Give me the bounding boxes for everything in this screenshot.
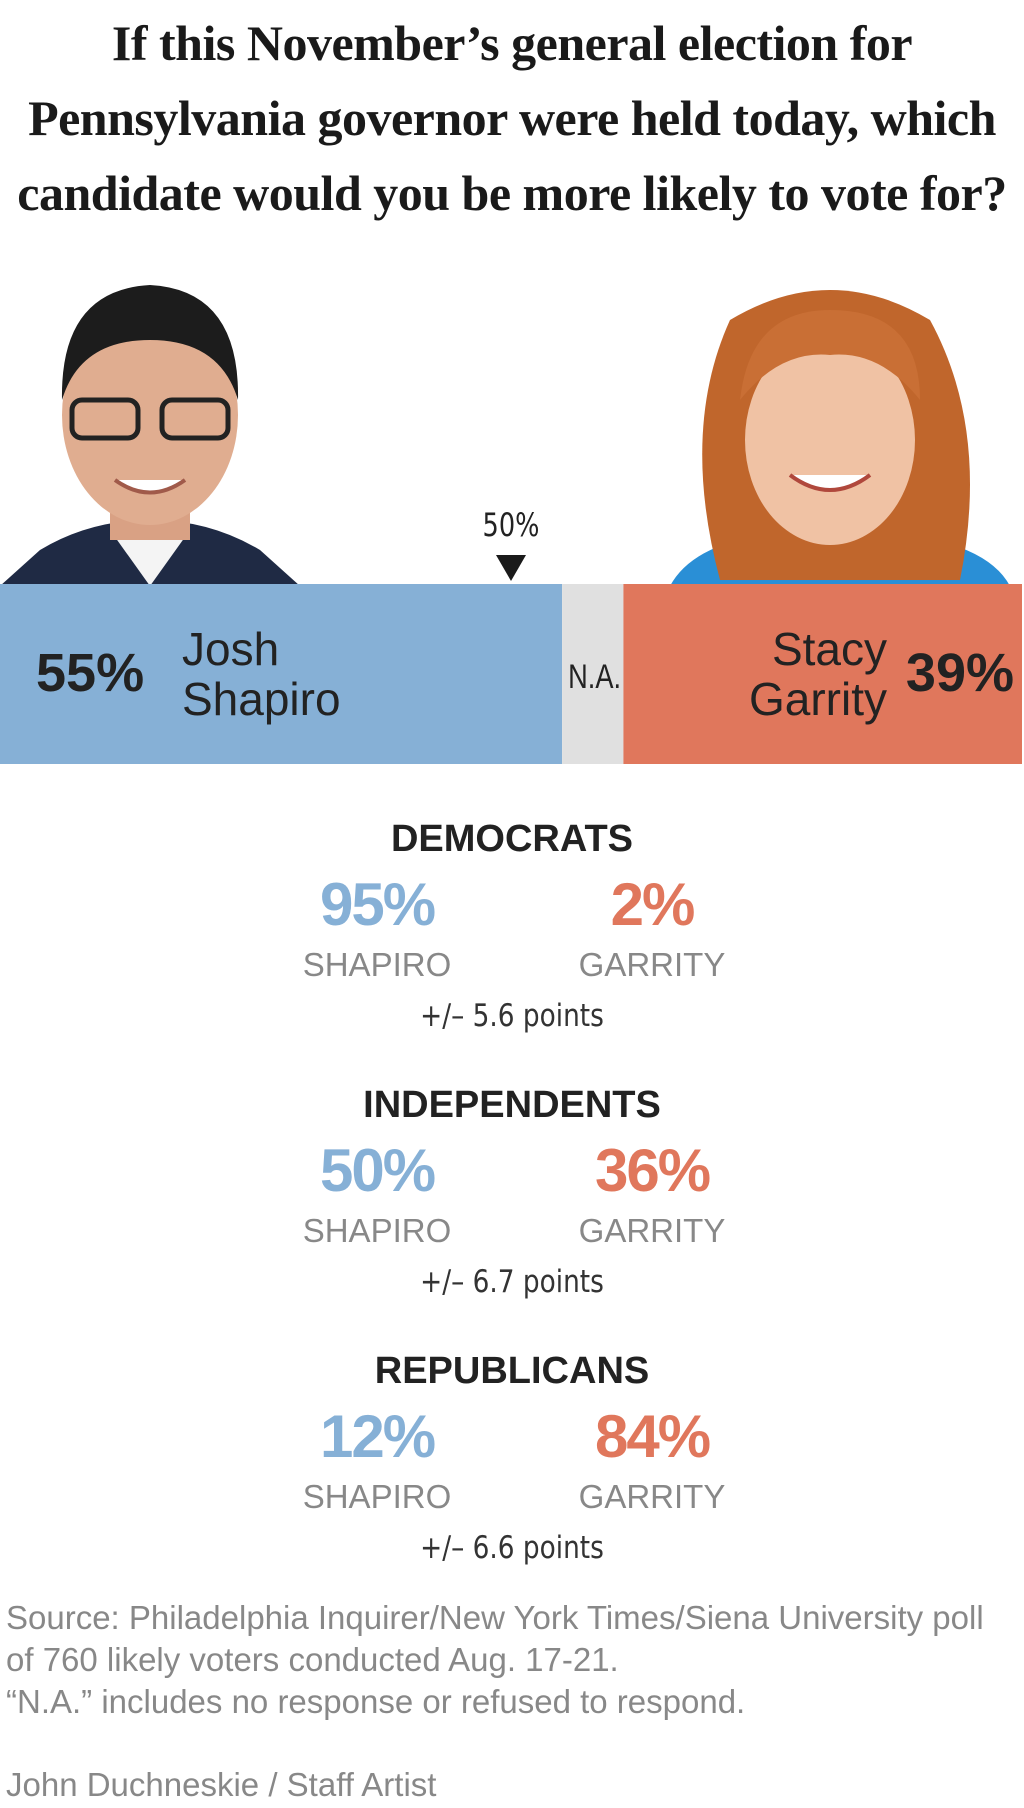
- margin-of-error: +/– 6.7 points: [420, 1264, 604, 1300]
- group-candidate: SHAPIRO: [302, 1478, 452, 1515]
- group-title: REPUBLICANS: [374, 1350, 650, 1392]
- photo-glasses: [69, 397, 141, 441]
- photo-bangs: [740, 310, 920, 400]
- group-candidate: GARRITY: [578, 1478, 726, 1515]
- bar-chart: 50%: [0, 510, 1022, 764]
- group-candidate: SHAPIRO: [302, 946, 452, 983]
- margin-of-error: +/– 6.6 points: [420, 1530, 604, 1566]
- photo-face: [745, 335, 915, 545]
- source-note: Source: Philadelphia Inquirer/New York T…: [6, 1597, 1016, 1723]
- group-value: 95%: [319, 871, 436, 938]
- group-value: 12%: [319, 1403, 436, 1470]
- photo-face: [62, 305, 238, 525]
- series-label: Josh Shapiro: [182, 623, 341, 725]
- group-candidate: GARRITY: [578, 946, 726, 983]
- photo-smile: [113, 478, 187, 495]
- candidate-photos: [0, 285, 1010, 586]
- bar-segment: [0, 584, 563, 764]
- series-label: Stacy Garrity: [749, 623, 887, 725]
- group-value: 2%: [610, 871, 696, 938]
- group-value: 36%: [594, 1137, 711, 1204]
- margin-of-error: +/– 5.6 points: [420, 998, 604, 1034]
- value-label: 55%: [36, 643, 145, 703]
- bar-segment: [623, 584, 1022, 764]
- group-candidate: SHAPIRO: [302, 1212, 452, 1249]
- group-candidate: GARRITY: [578, 1212, 726, 1249]
- segment-label: N.A.: [568, 658, 622, 696]
- group-value: 84%: [594, 1403, 711, 1470]
- value-label: 39%: [905, 643, 1014, 703]
- photo-shirt: [110, 530, 190, 586]
- photo-smile: [788, 473, 872, 492]
- group-value: 50%: [319, 1137, 436, 1204]
- bar-segment: [562, 584, 624, 764]
- source-line: “N.A.” includes no response or refused t…: [6, 1683, 746, 1720]
- source-line: Source: Philadelphia Inquirer/New York T…: [6, 1599, 984, 1678]
- photo-hair: [61, 285, 239, 400]
- group-title: INDEPENDENTS: [363, 1084, 661, 1126]
- tick-label: 50%: [483, 510, 540, 544]
- photo-glasses: [159, 397, 231, 441]
- tick-marker: [496, 555, 526, 581]
- chart-title: If this November’s general election for …: [17, 15, 1007, 221]
- byline: John Duchneskie / Staff Artist: [6, 1766, 437, 1803]
- group-title: DEMOCRATS: [390, 818, 634, 860]
